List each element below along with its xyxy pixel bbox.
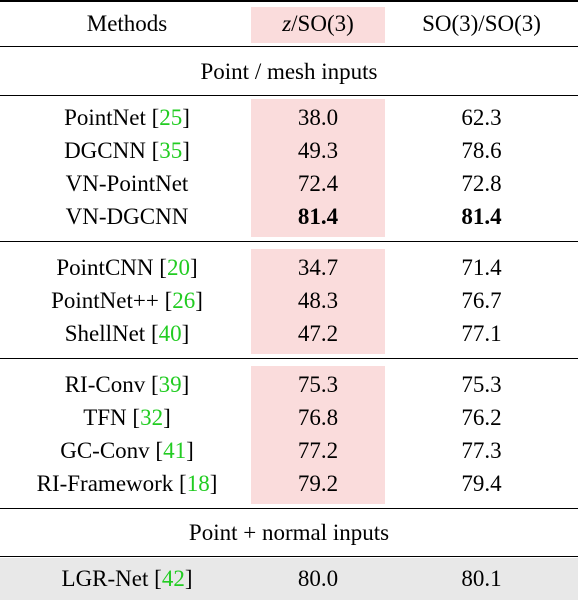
value-cell: 34.7	[297, 255, 339, 280]
value-cell: 76.8	[297, 405, 339, 430]
method-cell: RI-Conv [39]	[0, 370, 254, 400]
header-cell: z/SO(3)	[282, 11, 354, 36]
highlight	[251, 7, 385, 43]
citation[interactable]: [40]	[150, 321, 190, 346]
method-name: TFN	[83, 405, 127, 430]
method-name: PointCNN	[56, 255, 154, 280]
citation[interactable]: [20]	[159, 255, 198, 280]
value-cell: 78.6	[461, 138, 502, 163]
method-name: ShellNet	[64, 321, 146, 346]
rule	[0, 556, 578, 557]
citation[interactable]: [41]	[155, 438, 194, 463]
value-cell: 81.4	[461, 204, 502, 229]
header-cell: Methods	[86, 11, 168, 36]
value-cell: 76.2	[461, 405, 502, 430]
value-cell: 80.1	[461, 566, 502, 591]
value-cell: 79.4	[461, 471, 502, 496]
citation[interactable]: [39]	[150, 372, 190, 397]
method-cell: RI-Framework [18]	[0, 469, 254, 499]
top-rule	[0, 0, 578, 2]
method-name: DGCNN	[64, 138, 146, 163]
value-cell: 77.2	[297, 438, 339, 463]
citation[interactable]: [25]	[151, 105, 190, 130]
method-cell: PointNet [25]	[0, 103, 254, 133]
citation[interactable]: [35]	[151, 138, 190, 163]
method-cell: TFN [32]	[0, 403, 254, 433]
highlight	[251, 366, 385, 504]
rule	[0, 508, 578, 509]
value-cell: 72.4	[297, 171, 339, 196]
value-cell: 62.3	[461, 105, 502, 130]
value-cell: 48.3	[297, 288, 339, 313]
method-cell: PointCNN [20]	[0, 253, 254, 283]
value-cell: 49.3	[297, 138, 339, 163]
row-shade	[0, 558, 578, 600]
method-cell: PointNet++ [26]	[0, 286, 254, 316]
method-cell: VN-DGCNN	[0, 202, 254, 232]
citation[interactable]: [32]	[132, 405, 171, 430]
section-title: Point / mesh inputs	[200, 59, 378, 84]
rule	[0, 358, 578, 359]
value-cell: 75.3	[297, 372, 339, 397]
value-cell: 77.1	[461, 321, 502, 346]
value-cell: 47.2	[297, 321, 339, 346]
method-name: VN-DGCNN	[65, 204, 189, 229]
value-cell: 71.4	[461, 255, 502, 280]
value-cell: 81.4	[297, 204, 339, 229]
method-name: RI-Conv	[64, 372, 146, 397]
section-title: Point + normal inputs	[188, 520, 390, 545]
value-cell: 77.3	[461, 438, 502, 463]
method-cell: VN-PointNet	[0, 169, 254, 199]
value-cell: 80.0	[297, 566, 339, 591]
value-cell: 75.3	[461, 372, 502, 397]
method-cell: ShellNet [40]	[0, 319, 254, 349]
rule	[0, 95, 578, 96]
citation[interactable]: [26]	[164, 288, 203, 313]
citation[interactable]: [18]	[179, 471, 218, 496]
highlight	[251, 249, 385, 354]
method-name: RI-Framework	[36, 471, 174, 496]
value-cell: 76.7	[461, 288, 502, 313]
method-cell: LGR-Net [42]	[0, 564, 254, 594]
method-cell: GC-Conv [41]	[0, 436, 254, 466]
method-cell: DGCNN [35]	[0, 136, 254, 166]
header-cell: SO(3)/SO(3)	[422, 11, 541, 36]
value-cell: 72.8	[461, 171, 502, 196]
method-name: PointNet++	[51, 288, 159, 313]
value-cell: 38.0	[297, 105, 339, 130]
rule	[0, 46, 578, 47]
method-name: PointNet	[64, 105, 146, 130]
method-name: LGR-Net	[61, 566, 149, 591]
citation[interactable]: [42]	[154, 566, 193, 591]
highlight	[251, 99, 385, 237]
method-name: VN-PointNet	[65, 171, 189, 196]
rule	[0, 241, 578, 242]
method-name: GC-Conv	[60, 438, 150, 463]
value-cell: 79.2	[297, 471, 339, 496]
